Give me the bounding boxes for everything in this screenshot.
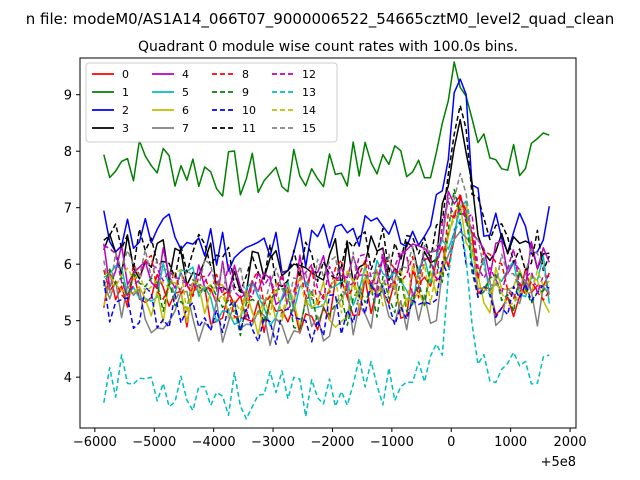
legend-box bbox=[85, 62, 338, 143]
x-tick-label: −4000 bbox=[192, 435, 236, 450]
x-tick-label: −2000 bbox=[310, 435, 354, 450]
y-tick-label: 4 bbox=[64, 371, 72, 386]
y-tick-label: 7 bbox=[64, 202, 72, 217]
legend-label-5: 5 bbox=[182, 86, 189, 99]
legend-label-7: 7 bbox=[182, 122, 189, 135]
legend-label-11: 11 bbox=[242, 122, 256, 135]
series-line-7 bbox=[103, 230, 550, 347]
x-tick-label: −5000 bbox=[132, 435, 176, 450]
chart-title: Quadrant 0 module wise count rates with … bbox=[138, 39, 518, 55]
series-line-2 bbox=[103, 78, 551, 274]
x-tick-label: −1000 bbox=[370, 435, 414, 450]
x-axis-offset-label: +5e8 bbox=[541, 455, 576, 470]
series-line-8 bbox=[103, 192, 550, 320]
legend-label-13: 13 bbox=[302, 86, 316, 99]
figure-suptitle: n file: modeM0/AS1A14_066T07_9000006522_… bbox=[26, 10, 615, 29]
y-axis: 4 5 6 7 8 9 bbox=[64, 89, 80, 386]
series-line-12 bbox=[103, 200, 550, 310]
legend-label-4: 4 bbox=[182, 68, 189, 81]
legend-label-0: 0 bbox=[122, 68, 129, 81]
legend-label-6: 6 bbox=[182, 104, 189, 117]
x-tick-label: −6000 bbox=[73, 435, 117, 450]
x-tick-label: 1000 bbox=[494, 435, 527, 450]
series-line-10 bbox=[103, 221, 550, 346]
legend-label-10: 10 bbox=[242, 104, 256, 117]
y-tick-label: 8 bbox=[64, 145, 72, 160]
legend-label-2: 2 bbox=[122, 104, 129, 117]
series-line-11 bbox=[103, 104, 550, 293]
x-tick-label: 0 bbox=[447, 435, 455, 450]
legend-label-12: 12 bbox=[302, 68, 316, 81]
legend-label-1: 1 bbox=[122, 86, 129, 99]
x-axis: −6000 −5000 −4000 −3000 −2000 −1000 0 1000 2000 bbox=[73, 428, 587, 450]
series-layer bbox=[103, 61, 551, 420]
y-tick-label: 6 bbox=[64, 258, 72, 273]
x-tick-label: 2000 bbox=[554, 435, 587, 450]
legend-label-15: 15 bbox=[302, 122, 316, 135]
y-tick-label: 9 bbox=[64, 89, 72, 104]
series-line-13 bbox=[103, 218, 550, 420]
y-tick-label: 5 bbox=[64, 315, 72, 330]
legend-label-8: 8 bbox=[242, 68, 249, 81]
legend-label-14: 14 bbox=[302, 104, 316, 117]
x-tick-label: −3000 bbox=[251, 435, 295, 450]
series-line-14 bbox=[103, 204, 550, 320]
series-line-15 bbox=[103, 172, 551, 307]
plot-frame bbox=[79, 57, 577, 429]
legend-label-9: 9 bbox=[242, 86, 249, 99]
series-line-1 bbox=[103, 61, 550, 197]
legend-label-3: 3 bbox=[122, 122, 129, 135]
